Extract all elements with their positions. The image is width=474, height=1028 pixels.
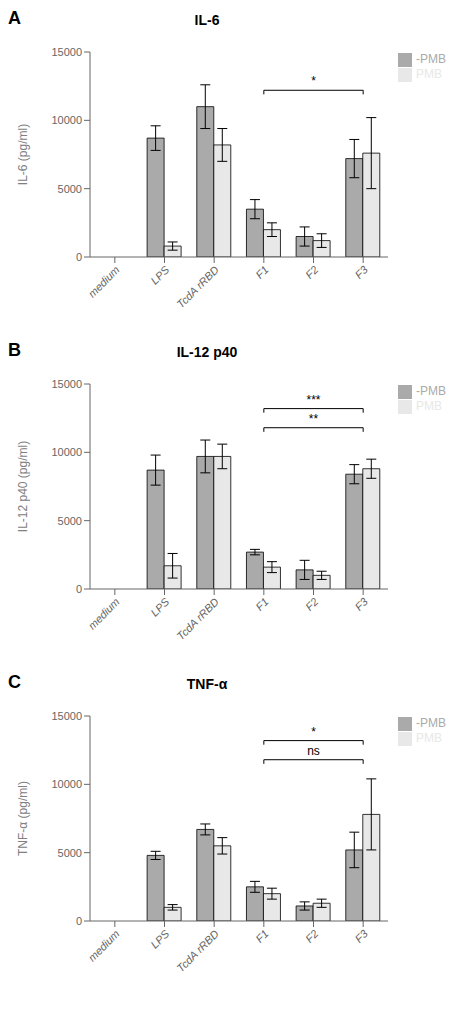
html-text:-PMB: -PMB [416, 716, 446, 730]
svg-text:F2: F2 [303, 927, 321, 945]
html-text:PMB: PMB [416, 398, 442, 413]
svg-text:IL-12 p40 (pg/ml): IL-12 p40 (pg/ml) [16, 441, 30, 532]
svg-text:10000: 10000 [51, 114, 82, 126]
svg-text:F1: F1 [253, 927, 271, 945]
html-text:A: A [8, 8, 21, 28]
svg-text:0: 0 [76, 583, 82, 595]
svg-text:F3: F3 [353, 927, 371, 945]
svg-text:10000: 10000 [51, 446, 82, 458]
html-text:-PMB: -PMB [416, 384, 446, 398]
svg-text:0: 0 [76, 915, 82, 927]
svg-text:F1: F1 [253, 263, 271, 281]
html-text:PMB: PMB [416, 66, 442, 81]
svg-text:**: ** [309, 412, 319, 426]
svg-text:5000: 5000 [58, 183, 82, 195]
html-text:TNF-α: TNF-α [186, 676, 228, 692]
svg-text:TcdA rRBD: TcdA rRBD [174, 263, 221, 310]
svg-text:F1: F1 [253, 595, 271, 613]
svg-text:TNF-α (pg/ml): TNF-α (pg/ml) [16, 781, 30, 856]
html-text:IL-12 p40: IL-12 p40 [176, 344, 238, 360]
svg-text:5000: 5000 [58, 515, 82, 527]
svg-text:***: *** [306, 393, 320, 407]
html-text:PMB: PMB [416, 730, 442, 745]
svg-text:15000: 15000 [51, 710, 82, 722]
svg-text:F2: F2 [303, 263, 321, 281]
svg-text:F3: F3 [353, 263, 371, 281]
svg-text:IL-6 (pg/ml): IL-6 (pg/ml) [16, 124, 30, 185]
html-text:-PMB: -PMB [416, 52, 446, 66]
svg-text:medium: medium [86, 927, 122, 963]
svg-text:15000: 15000 [51, 46, 82, 58]
svg-text:F2: F2 [303, 595, 321, 613]
svg-text:15000: 15000 [51, 378, 82, 390]
svg-text:*: * [311, 74, 316, 88]
svg-text:5000: 5000 [58, 847, 82, 859]
svg-text:10000: 10000 [51, 778, 82, 790]
svg-text:medium: medium [86, 263, 122, 299]
html-text:IL-6: IL-6 [194, 12, 220, 28]
svg-text:*: * [311, 725, 316, 739]
svg-text:LPS: LPS [148, 927, 172, 951]
svg-text:LPS: LPS [148, 595, 172, 619]
svg-text:ns: ns [307, 744, 320, 758]
html-text:C: C [8, 672, 21, 692]
svg-text:0: 0 [76, 251, 82, 263]
svg-text:F3: F3 [353, 595, 371, 613]
svg-text:TcdA rRBD: TcdA rRBD [174, 927, 221, 974]
svg-text:TcdA rRBD: TcdA rRBD [174, 595, 221, 642]
svg-text:medium: medium [86, 595, 122, 631]
svg-text:LPS: LPS [148, 263, 172, 287]
html-text:B: B [8, 340, 21, 360]
